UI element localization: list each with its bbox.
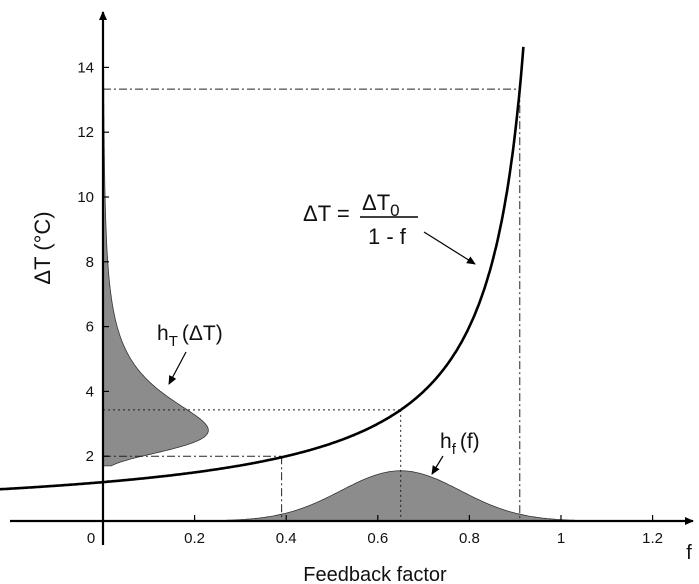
equation: ΔT = ΔT0 1 - f: [303, 190, 418, 249]
equation-numerator-main: ΔT: [362, 190, 390, 215]
x-tick-label: 0.4: [276, 530, 297, 547]
y-tick-label: 2: [86, 448, 94, 465]
y-axis-label: ΔT (°C): [30, 211, 55, 284]
x-axis-letter: f: [686, 542, 692, 564]
y-tick-label: 10: [77, 189, 94, 206]
hf-annotation: hf (f): [440, 430, 480, 458]
x-tick-label: 0.8: [459, 530, 480, 547]
x-tick-label: 1: [557, 530, 565, 547]
x-tick-label: 0.2: [184, 530, 205, 547]
ht-label: h: [157, 322, 169, 345]
delta-t-curve: [0, 46, 525, 491]
x-tick-label: 0.6: [367, 530, 388, 547]
equation-numerator-sub: 0: [390, 201, 399, 220]
y-tick-label: 6: [86, 319, 94, 336]
y-tick-label: 12: [77, 124, 94, 141]
ht-sub: T: [169, 333, 178, 350]
y-tick-label: 4: [86, 383, 94, 400]
x-ticks: 0 0.2 0.4 0.6 0.8 1 1.2: [87, 515, 663, 547]
equation-denominator: 1 - f: [368, 224, 407, 249]
guide-lines: [103, 88, 521, 521]
y-tick-label: 14: [77, 59, 94, 76]
hf-sub: f: [452, 441, 457, 458]
hf-arg: (f): [460, 430, 480, 453]
x-axis-label: Feedback factor: [303, 564, 447, 584]
ht-arrow: [168, 351, 187, 385]
hf-arrow: [431, 455, 444, 475]
x-tick-label: 0: [87, 530, 95, 547]
ht-annotation: hT (ΔT): [157, 322, 223, 350]
equation-numerator: ΔT0: [362, 190, 400, 220]
y-tick-label: 8: [86, 254, 94, 271]
x-tick-label: 1.2: [642, 530, 663, 547]
hf-label: h: [440, 430, 452, 453]
ht-arg: (ΔT): [182, 322, 223, 345]
y-ticks: 2 4 6 8 10 12 14: [77, 59, 109, 465]
equation-lhs: ΔT =: [303, 201, 350, 226]
equation-arrow: [423, 231, 476, 265]
ht-distribution-area: [102, 54, 209, 467]
